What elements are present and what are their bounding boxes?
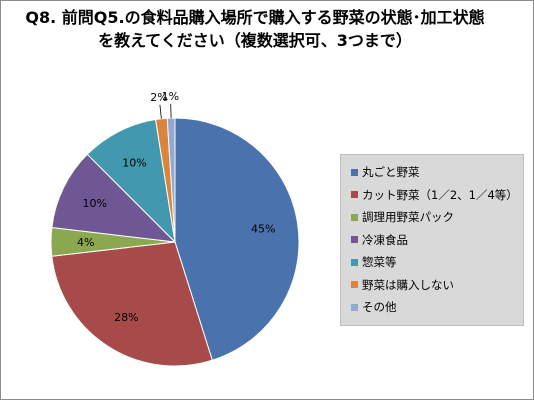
legend: 丸ごと野菜カット野菜（1／2、1／4等） 調理用野菜パック 冷凍食品惣菜等野菜は購入… <box>340 154 524 326</box>
legend-label: 調理用野菜パック <box>362 210 454 225</box>
legend-swatch <box>351 213 358 221</box>
leader-line-6 <box>159 104 162 119</box>
data-label-2: 28% <box>114 311 138 324</box>
data-label-7: 1% <box>162 90 179 103</box>
legend-label: その他 <box>362 300 397 315</box>
chart-title: Q8. 前問Q5.の食料品購入場所で購入する野菜の状態･加工状態を教えてください… <box>25 8 485 50</box>
legend-swatch <box>351 281 358 289</box>
data-label-5: 10% <box>122 157 146 170</box>
legend-item-5: 惣菜等 <box>351 251 523 274</box>
legend-item-6: 野菜は購入しない <box>351 274 523 297</box>
pie-slice-1 <box>174 117 300 361</box>
legend-item-3: 調理用野菜パック <box>351 206 523 229</box>
data-label-4: 10% <box>82 197 106 210</box>
pie-slice-5 <box>86 118 176 244</box>
data-label-3: 4% <box>77 236 94 249</box>
legend-item-2: カット野菜（1／2、1／4等） <box>351 184 523 207</box>
legend-swatch <box>351 168 358 176</box>
legend-item-7: その他 <box>351 296 523 319</box>
legend-swatch <box>351 236 358 244</box>
pie-slice-4 <box>51 153 177 243</box>
legend-label: 野菜は購入しない <box>362 277 454 292</box>
legend-swatch <box>351 303 358 311</box>
legend-label: カット野菜（1／2、1／4等） <box>362 187 518 202</box>
legend-item-4: 冷凍食品 <box>351 229 523 252</box>
legend-label: 惣菜等 <box>362 255 397 270</box>
data-label-1: 45% <box>251 222 275 235</box>
legend-label: 丸ごと野菜 <box>362 165 420 180</box>
pie-slice-2 <box>51 241 213 367</box>
legend-swatch <box>351 258 358 266</box>
legend-label: 冷凍食品 <box>362 232 408 247</box>
legend-swatch <box>351 191 358 199</box>
legend-item-1: 丸ごと野菜 <box>351 161 523 184</box>
data-label-6: 2% <box>150 91 167 104</box>
